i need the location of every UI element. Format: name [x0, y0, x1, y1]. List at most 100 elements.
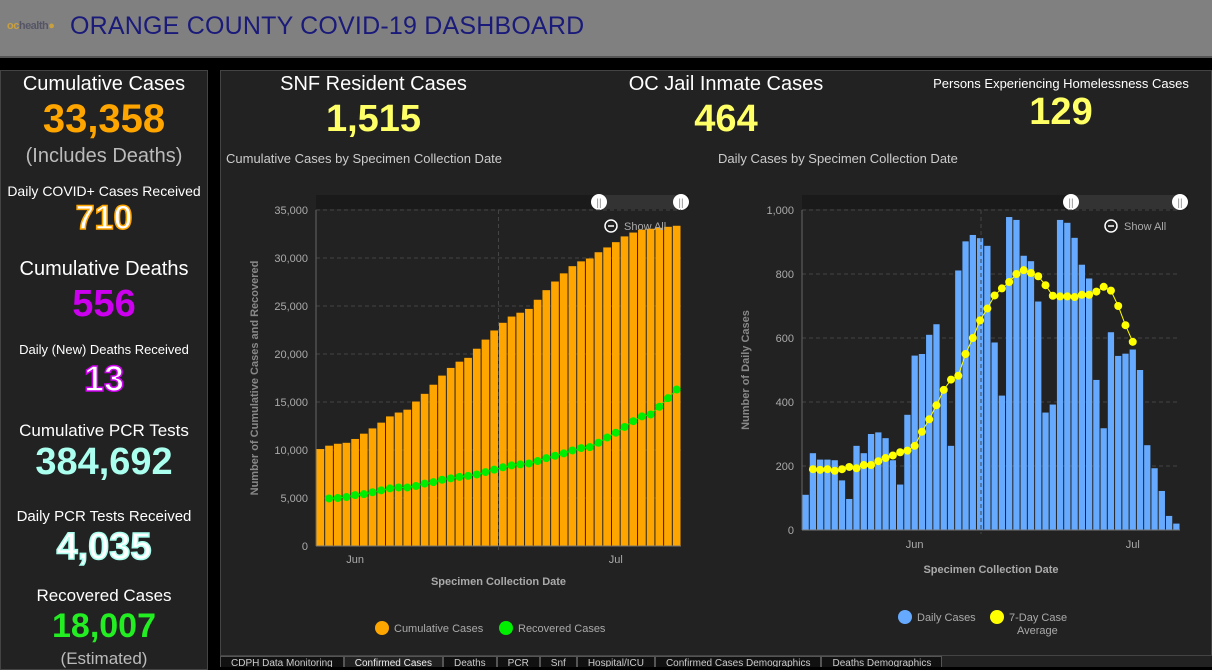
line-point — [1085, 290, 1094, 299]
line-point — [516, 460, 525, 469]
line-point — [830, 466, 839, 475]
line-point — [859, 461, 868, 470]
bar — [629, 232, 638, 546]
tab-snf[interactable]: Snf — [539, 656, 577, 667]
line-point — [603, 433, 612, 442]
bar — [817, 459, 824, 530]
line-point — [990, 291, 999, 300]
bar — [359, 433, 368, 546]
line-point — [498, 463, 507, 472]
recovered-value: 18,007 — [52, 607, 156, 645]
bar — [664, 226, 672, 547]
homeless-label: Persons Experiencing Homelessness Cases — [933, 76, 1189, 91]
bar — [620, 236, 629, 546]
bar — [455, 361, 464, 546]
bar — [838, 480, 846, 530]
line-point — [997, 284, 1006, 293]
line-point — [385, 484, 394, 493]
tab-confirmed-cases-demographics[interactable]: Confirmed Cases Demographics — [654, 656, 822, 667]
line-point — [910, 441, 919, 450]
line-point — [1026, 269, 1035, 278]
slider-handle-right[interactable] — [673, 194, 689, 210]
tab-hospital-icu[interactable]: Hospital/ICU — [576, 656, 655, 667]
bar — [853, 445, 860, 530]
y-axis-title: Number of Cumulative Cases and Recovered — [249, 261, 261, 496]
bar — [429, 384, 438, 546]
bar — [1151, 468, 1158, 530]
line-point — [577, 444, 586, 453]
line-point — [646, 410, 655, 419]
line-point — [852, 464, 861, 473]
zoom-slider-selection — [599, 195, 681, 209]
tab-cdph-data-monitoring[interactable]: CDPH Data Monitoring — [220, 656, 344, 667]
line-point — [903, 446, 912, 455]
legend-swatch — [898, 610, 912, 624]
slider-handle-left[interactable] — [1063, 194, 1079, 210]
daily-pcr-label: Daily PCR Tests Received — [16, 508, 192, 525]
y-tick-label: 400 — [776, 397, 794, 409]
line-point — [524, 459, 533, 468]
slider-handle-right[interactable] — [1172, 194, 1188, 210]
line-point — [874, 457, 883, 466]
bar — [1042, 412, 1049, 530]
line-point — [394, 483, 403, 492]
bar — [1165, 515, 1173, 530]
zoom-out-icon[interactable] — [1104, 219, 1118, 233]
handle-grip-icon: || — [1068, 198, 1073, 209]
bar — [1056, 219, 1064, 531]
tab-confirmed-cases[interactable]: Confirmed Cases — [343, 656, 443, 667]
bar — [1027, 261, 1035, 530]
line-point — [420, 479, 429, 488]
line-point — [368, 488, 377, 497]
line-point — [672, 385, 681, 394]
line-point — [559, 449, 568, 458]
bar — [984, 245, 991, 530]
bar — [1107, 332, 1115, 530]
y-axis-title: Number of Daily Cases — [740, 310, 752, 430]
legend-label: 7-Day Case — [1009, 612, 1067, 624]
bar — [516, 312, 525, 546]
bar — [490, 330, 498, 546]
line-point — [976, 316, 985, 325]
line-point — [1012, 270, 1021, 278]
legend-label-cont: Average — [1017, 625, 1058, 637]
bar — [1071, 237, 1078, 530]
y-tick-label: 1,000 — [766, 205, 794, 217]
bar — [438, 375, 446, 546]
bar — [1115, 355, 1122, 530]
line-point — [568, 446, 577, 455]
homeless-kpi: Persons Experiencing Homelessness Cases … — [921, 76, 1201, 134]
y-tick-label: 600 — [776, 333, 794, 345]
y-tick-label: 0 — [302, 541, 308, 553]
tab-pcr[interactable]: PCR — [496, 656, 540, 667]
bar — [1093, 379, 1100, 530]
bar — [962, 241, 969, 531]
daily-deaths-value: 13 — [83, 357, 125, 400]
bar — [991, 342, 998, 530]
y-tick-label: 15,000 — [274, 397, 308, 409]
show-all-button[interactable]: Show All — [624, 221, 666, 233]
bar — [926, 334, 933, 530]
bar — [316, 449, 325, 546]
line-point — [837, 465, 846, 474]
line-point — [1048, 291, 1057, 300]
bar — [481, 339, 490, 546]
homeless-value: 129 — [1029, 91, 1093, 133]
bar — [1049, 404, 1056, 530]
y-tick-label: 30,000 — [274, 253, 308, 265]
bar — [1129, 349, 1136, 530]
zoom-out-icon[interactable] — [604, 219, 618, 233]
slider-handle-left[interactable] — [591, 194, 607, 210]
bar — [646, 228, 655, 546]
bar — [947, 445, 955, 530]
show-all-button[interactable]: Show All — [1124, 221, 1166, 233]
oc-health-logo[interactable]: ochealth● — [7, 20, 55, 32]
tab-deaths-demographics[interactable]: Deaths Demographics — [821, 656, 943, 667]
line-point — [816, 465, 825, 474]
daily-cases-value: 710 — [75, 198, 133, 238]
tab-deaths[interactable]: Deaths — [442, 656, 497, 667]
line-point — [1041, 281, 1050, 290]
line-point — [1019, 266, 1028, 275]
bar — [403, 409, 412, 546]
legend-label: Recovered Cases — [518, 623, 606, 635]
